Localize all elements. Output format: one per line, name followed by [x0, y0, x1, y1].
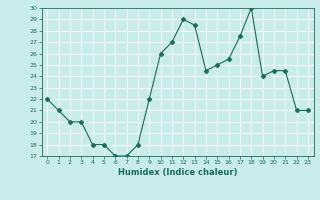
X-axis label: Humidex (Indice chaleur): Humidex (Indice chaleur): [118, 168, 237, 177]
